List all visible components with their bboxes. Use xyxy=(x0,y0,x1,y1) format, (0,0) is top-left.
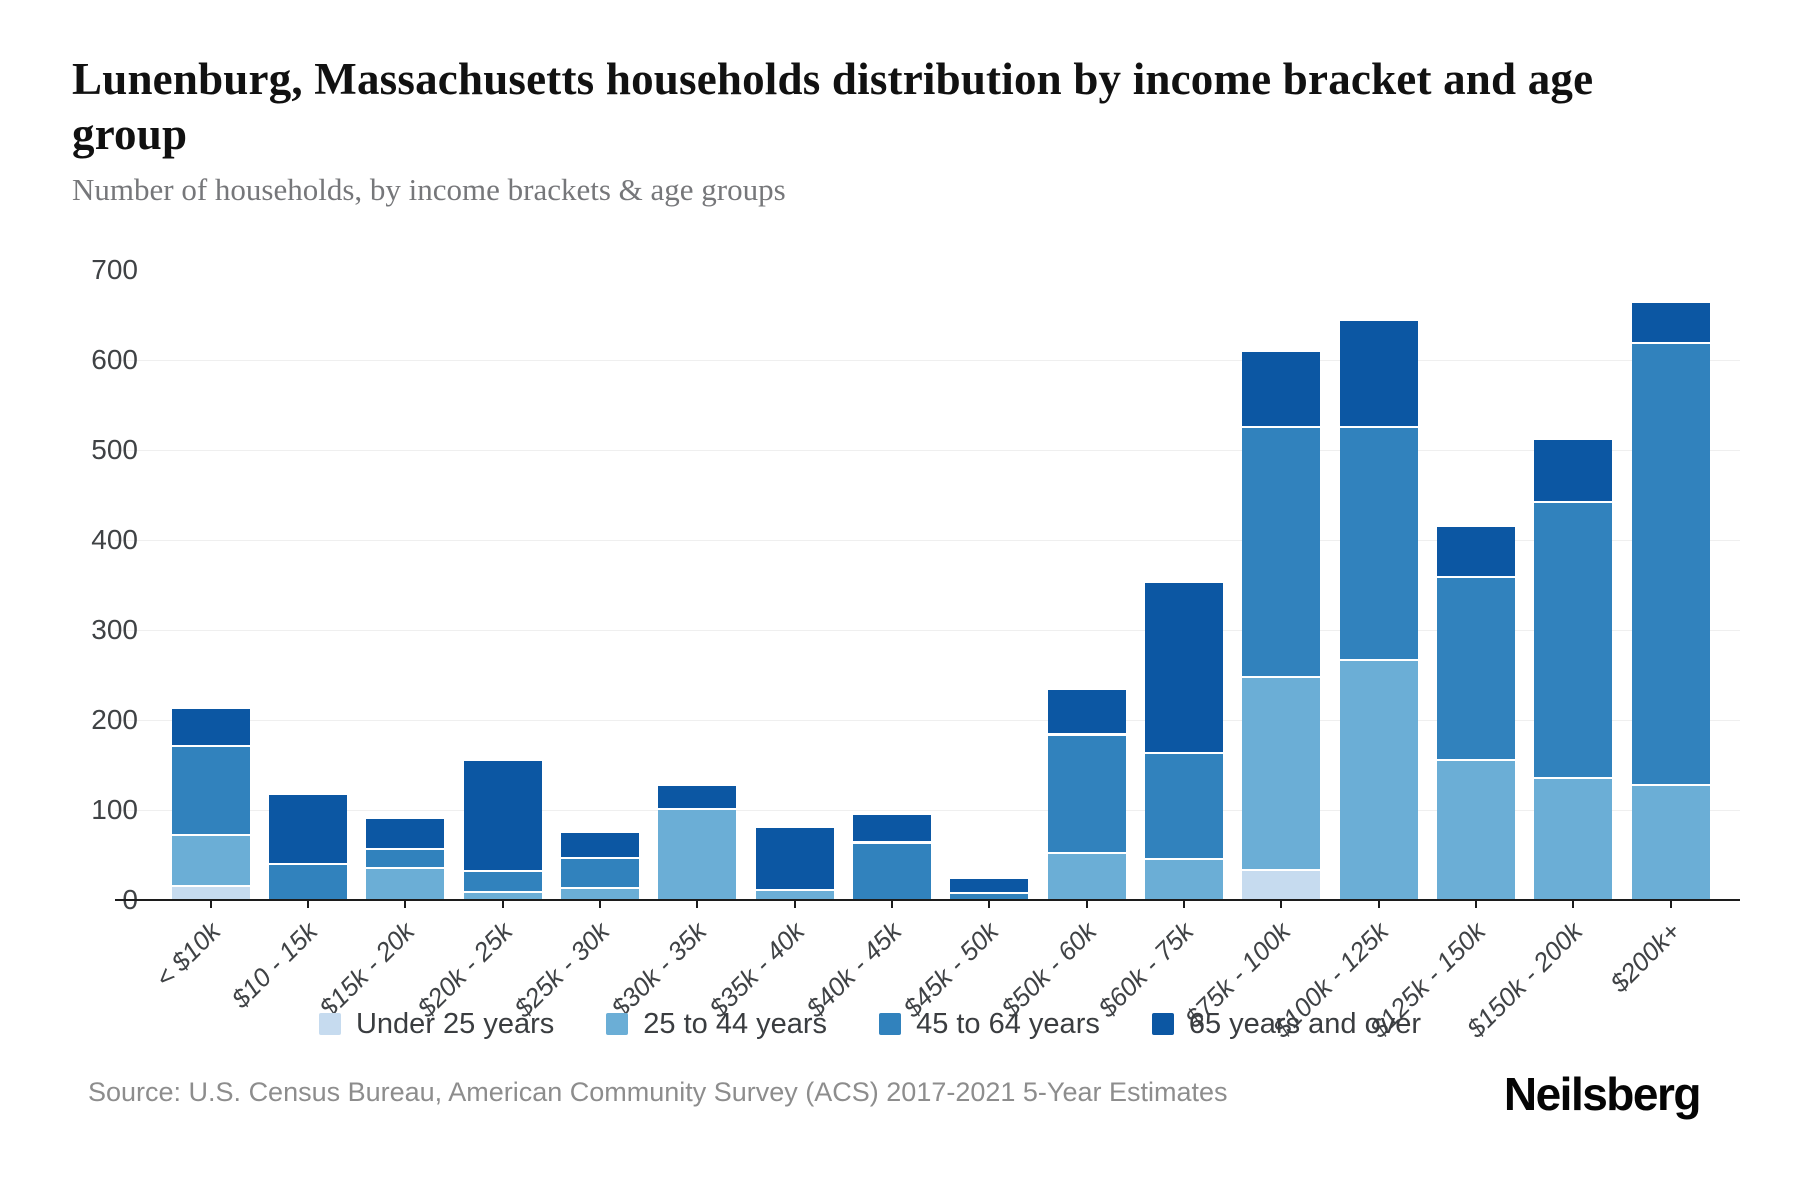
bar-segment-$50k - 60k-65 years and over[interactable] xyxy=(1047,687,1126,734)
bar-segment-$40k - 45k-65 years and over[interactable] xyxy=(853,812,931,842)
bar-segment-$15k - 20k-65 years and over[interactable] xyxy=(366,817,445,848)
gridline-500 xyxy=(115,450,1740,451)
x-tick-$100k - 125k xyxy=(1377,901,1380,908)
y-tick-label-700: 700 xyxy=(91,254,138,285)
x-tick-< $10k xyxy=(209,901,212,908)
legend-item-25 to 44 years[interactable]: 25 to 44 years xyxy=(606,1008,827,1041)
x-tick-$40k - 45k xyxy=(891,901,893,908)
gridline-600 xyxy=(115,360,1740,361)
bar-segment-$60k - 75k-65 years and over[interactable] xyxy=(1145,580,1223,753)
x-axis-line xyxy=(115,899,1740,901)
bar-segment-$50k - 60k-25 to 44 years[interactable] xyxy=(1047,852,1126,900)
x-tick-$30k - 35k xyxy=(696,901,699,908)
y-tick-label-500: 500 xyxy=(91,434,138,465)
x-tick-$200k+ xyxy=(1669,901,1672,908)
bar-segment-$45k - 50k-65 years and over[interactable] xyxy=(950,876,1029,892)
legend-item-45 to 64 years[interactable]: 45 to 64 years xyxy=(879,1008,1100,1041)
y-tick-label-400: 400 xyxy=(91,524,138,555)
bar-segment-$20k - 25k-65 years and over[interactable] xyxy=(463,758,542,871)
legend-label: Under 25 years xyxy=(355,1007,555,1040)
x-tick-$60k - 75k xyxy=(1183,901,1185,908)
bar-segment-$150k - 200k-25 to 44 years[interactable] xyxy=(1534,776,1613,900)
x-tick-$20k - 25k xyxy=(501,901,504,908)
bar-segment-$25k - 30k-45 to 64 years[interactable] xyxy=(561,856,640,888)
bar-segment-< $10k-45 to 64 years[interactable] xyxy=(171,745,250,835)
legend-item-65 years and over[interactable]: 65 years and over xyxy=(1151,1007,1422,1041)
source-attribution: Source: U.S. Census Bureau, American Com… xyxy=(88,1077,1228,1107)
x-tick-label-$200k+: $200k+ xyxy=(1603,916,1686,999)
y-tick-label-100: 100 xyxy=(91,794,138,825)
legend-label: 25 to 44 years xyxy=(643,1007,828,1040)
gridline-400 xyxy=(115,540,1740,541)
bar-segment-$60k - 75k-25 to 44 years[interactable] xyxy=(1145,857,1223,900)
x-tick-$45k - 50k xyxy=(988,901,991,908)
bar-segment-$75k - 100k-45 to 64 years[interactable] xyxy=(1242,425,1321,676)
legend-swatch-icon xyxy=(879,1013,902,1035)
x-tick-label-< $10k: < $10k xyxy=(148,916,226,993)
legend-item-Under 25 years[interactable]: Under 25 years xyxy=(318,1007,555,1041)
bar-segment-$20k - 25k-45 to 64 years[interactable] xyxy=(463,870,542,891)
legend-swatch-icon xyxy=(606,1013,629,1035)
x-tick-$75k - 100k xyxy=(1280,901,1283,908)
brand-logo: Neilsberg xyxy=(1503,1068,1702,1120)
x-tick-$10 - 15k xyxy=(307,901,310,908)
legend-swatch-icon xyxy=(1151,1013,1174,1035)
bar-segment-$75k - 100k-65 years and over[interactable] xyxy=(1242,350,1321,426)
bar-segment-$100k - 125k-65 years and over[interactable] xyxy=(1339,318,1418,426)
bar-segment-$125k - 150k-45 to 64 years[interactable] xyxy=(1436,576,1515,759)
bar-segment-$200k+-45 to 64 years[interactable] xyxy=(1631,342,1710,784)
y-tick-label-200: 200 xyxy=(91,704,138,735)
bar-segment-$125k - 150k-65 years and over[interactable] xyxy=(1436,524,1515,576)
chart-title: Lunenburg, Massachusetts households dist… xyxy=(72,54,1594,159)
x-tick-$150k - 200k xyxy=(1572,901,1575,908)
gridline-200 xyxy=(115,720,1740,721)
x-tick-$125k - 150k xyxy=(1474,901,1477,908)
x-tick-$25k - 30k xyxy=(599,901,602,908)
bar-segment-$200k+-65 years and over[interactable] xyxy=(1631,300,1710,342)
bar-segment-$150k - 200k-65 years and over[interactable] xyxy=(1534,438,1613,502)
bar-segment-$15k - 20k-45 to 64 years[interactable] xyxy=(366,847,445,867)
legend-label: 65 years and over xyxy=(1188,1007,1422,1040)
legend-label: 45 to 64 years xyxy=(916,1007,1100,1040)
x-tick-$15k - 20k xyxy=(404,901,407,908)
bar-segment-$200k+-25 to 44 years[interactable] xyxy=(1631,783,1710,900)
bar-segment-$35k - 40k-25 to 44 years[interactable] xyxy=(755,889,834,900)
bar-segment-$50k - 60k-45 to 64 years[interactable] xyxy=(1047,733,1126,853)
bar-segment-$100k - 125k-25 to 44 years[interactable] xyxy=(1339,658,1418,900)
gridline-100 xyxy=(115,810,1740,811)
bar-segment-$125k - 150k-25 to 44 years[interactable] xyxy=(1436,758,1515,900)
bar-segment-< $10k-Under 25 years[interactable] xyxy=(171,884,250,900)
y-tick-label-600: 600 xyxy=(91,344,138,375)
legend-swatch-icon xyxy=(318,1013,341,1035)
x-tick-$50k - 60k xyxy=(1085,901,1088,908)
bar-segment-$30k - 35k-65 years and over[interactable] xyxy=(658,783,737,809)
bar-segment-$75k - 100k-Under 25 years[interactable] xyxy=(1242,869,1321,900)
bar-segment-$45k - 50k-45 to 64 years[interactable] xyxy=(950,891,1029,900)
bar-segment-$40k - 45k-45 to 64 years[interactable] xyxy=(853,841,931,900)
bar-segment-$25k - 30k-25 to 44 years[interactable] xyxy=(561,887,640,900)
bar-segment-$60k - 75k-45 to 64 years[interactable] xyxy=(1145,752,1223,858)
y-tick-label-300: 300 xyxy=(91,614,138,645)
chart-subtitle: Number of households, by income brackets… xyxy=(72,172,786,207)
bar-segment-$25k - 30k-65 years and over[interactable] xyxy=(561,830,640,857)
bar-segment-$150k - 200k-45 to 64 years[interactable] xyxy=(1534,501,1613,777)
bar-segment-$15k - 20k-25 to 44 years[interactable] xyxy=(366,866,445,900)
bar-segment-< $10k-65 years and over[interactable] xyxy=(171,707,250,746)
legend: Under 25 years 25 to 44 years 45 to 64 yea… xyxy=(0,1002,1740,1046)
x-tick-$35k - 40k xyxy=(793,901,796,908)
bar-segment-$35k - 40k-65 years and over[interactable] xyxy=(755,826,834,890)
bar-segment-$30k - 35k-25 to 44 years[interactable] xyxy=(658,808,737,900)
gridline-300 xyxy=(115,630,1740,631)
bar-segment-$100k - 125k-45 to 64 years[interactable] xyxy=(1339,425,1418,659)
x-tick-label-$10 - 15k: $10 - 15k xyxy=(225,916,324,1014)
bar-segment-$75k - 100k-25 to 44 years[interactable] xyxy=(1242,675,1321,870)
bar-segment-$20k - 25k-25 to 44 years[interactable] xyxy=(463,891,542,900)
bar-segment-$10 - 15k-65 years and over[interactable] xyxy=(269,792,348,864)
bar-segment-$10 - 15k-45 to 64 years[interactable] xyxy=(269,863,348,900)
bar-segment-< $10k-25 to 44 years[interactable] xyxy=(171,834,250,885)
